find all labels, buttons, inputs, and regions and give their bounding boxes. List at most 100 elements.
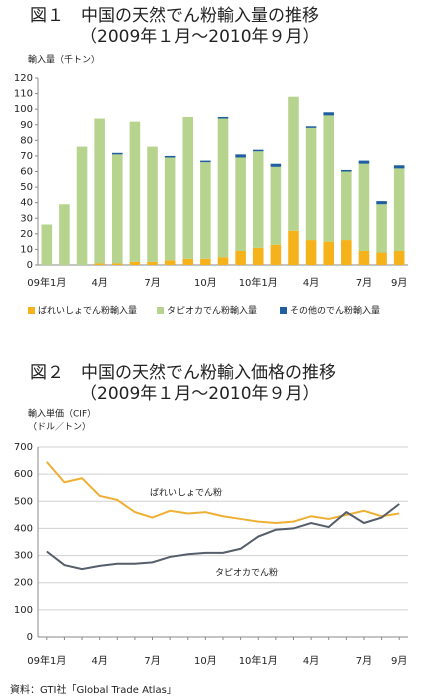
bar-segment [235,157,246,251]
bar-segment [358,250,370,265]
bar-segment [200,258,211,265]
bar-segment [41,224,53,265]
series-annotation: ばれいしょでん粉 [150,487,222,499]
series-annotation: タピオカでん粉 [215,567,278,579]
bar-segment [182,258,194,265]
y-tick-label: 700 [14,442,33,453]
bar-segment [270,163,282,167]
bar-segment [305,127,317,241]
bar-segment [341,240,352,265]
legend-label: ばれいしょでん粉輸入量 [38,305,137,317]
y-tick-label: 300 [14,551,33,562]
bar-segment [129,121,141,262]
bar-segment [252,151,264,248]
y-tick-label: 100 [14,605,33,616]
bar-segment [112,263,123,265]
x-tick-label: 4月 [303,277,319,289]
bar-segment [147,146,158,262]
y-axis-label: 輸入単価（CIF） [28,408,96,420]
x-tick-label: 4月 [303,655,319,667]
y-axis-label: 輸入量（千トン） [28,54,100,66]
y-tick-label: 120 [14,73,33,84]
bar-segment [235,250,246,265]
source-note: 資料：GTI社「Global Trade Atlas」 [10,683,177,696]
bar-segment [288,230,299,265]
bar-segment [235,154,246,158]
bar-segment [94,263,105,265]
bar-segment [200,160,211,163]
x-tick-label: 10年1月 [239,654,278,667]
bar-segment [323,115,334,242]
x-tick-label: 9月 [391,277,407,289]
bar-segment [164,260,176,265]
bar-segment [358,160,370,164]
bar-segment [305,240,317,265]
bar-segment [252,149,264,152]
bar-segment [217,116,229,119]
legend-swatch [28,307,35,314]
y-tick-label: 40 [20,198,33,209]
bar-segment [182,116,194,259]
x-tick-label: 7月 [356,277,372,289]
y-tick-label: 60 [20,167,33,178]
bar-segment [323,241,334,265]
legend-swatch [280,307,287,314]
y-tick-label: 400 [14,523,33,534]
x-tick-label: 7月 [144,277,160,289]
y-tick-label: 110 [14,89,33,100]
bar-segment [376,204,387,253]
bar-segment [112,152,123,155]
chart-subtitle: （2009年１月～2010年９月） [80,27,320,47]
x-tick-label: 10年1月 [239,276,278,289]
bar-segment [393,165,405,169]
bar-segment [147,261,158,265]
x-tick-label: 09年1月 [27,654,66,667]
y-tick-label: 600 [14,469,33,480]
y-tick-label: 70 [20,151,33,162]
bar-segment [323,112,334,116]
bar-segment [341,169,352,172]
y-axis-unit: （ドル／トン） [28,422,91,433]
chart-title: 図１ 中国の天然でん粉輸入量の推移 [30,6,319,26]
bar-segment [164,157,176,261]
x-tick-label: 7月 [356,655,372,667]
bar-segment [358,163,370,251]
x-tick-label: 4月 [91,277,107,289]
bar-segment [59,204,70,265]
chart-subtitle: （2009年１月～2010年９月） [80,384,320,404]
bar-segment [217,257,229,265]
bar-segment [76,146,88,265]
bar-segment [94,118,105,264]
legend-label: タピオカでん粉輸入量 [167,305,257,317]
y-tick-label: 80 [20,135,33,146]
y-tick-label: 10 [20,244,33,255]
bar-segment [252,247,264,265]
x-tick-label: 7月 [144,655,160,667]
bar-segment [200,162,211,259]
y-tick-label: 90 [20,120,33,131]
line-series [46,461,400,525]
bar-segment [341,171,352,241]
bar-segment [376,252,387,265]
x-tick-label: 10月 [194,277,217,289]
line-series [46,503,400,571]
x-tick-label: 09年1月 [27,276,66,289]
bar-segment [393,168,405,251]
x-tick-label: 9月 [391,655,407,667]
y-tick-label: 30 [20,213,33,224]
bar-segment [217,118,229,258]
bar-segment [305,126,317,128]
chart-title: 図２ 中国の天然でん粉輸入価格の推移 [30,363,336,383]
bar-segment [164,155,176,158]
y-tick-label: 100 [14,104,33,115]
bar-segment [376,201,387,205]
y-tick-label: 50 [20,182,33,193]
y-tick-label: 200 [14,578,33,589]
y-tick-label: 500 [14,496,33,507]
y-tick-label: 0 [27,260,33,271]
bar-segment [270,166,282,245]
x-tick-label: 10月 [194,655,217,667]
bar-segment [270,244,282,265]
bar-segment [393,250,405,265]
y-tick-label: 0 [27,632,33,643]
